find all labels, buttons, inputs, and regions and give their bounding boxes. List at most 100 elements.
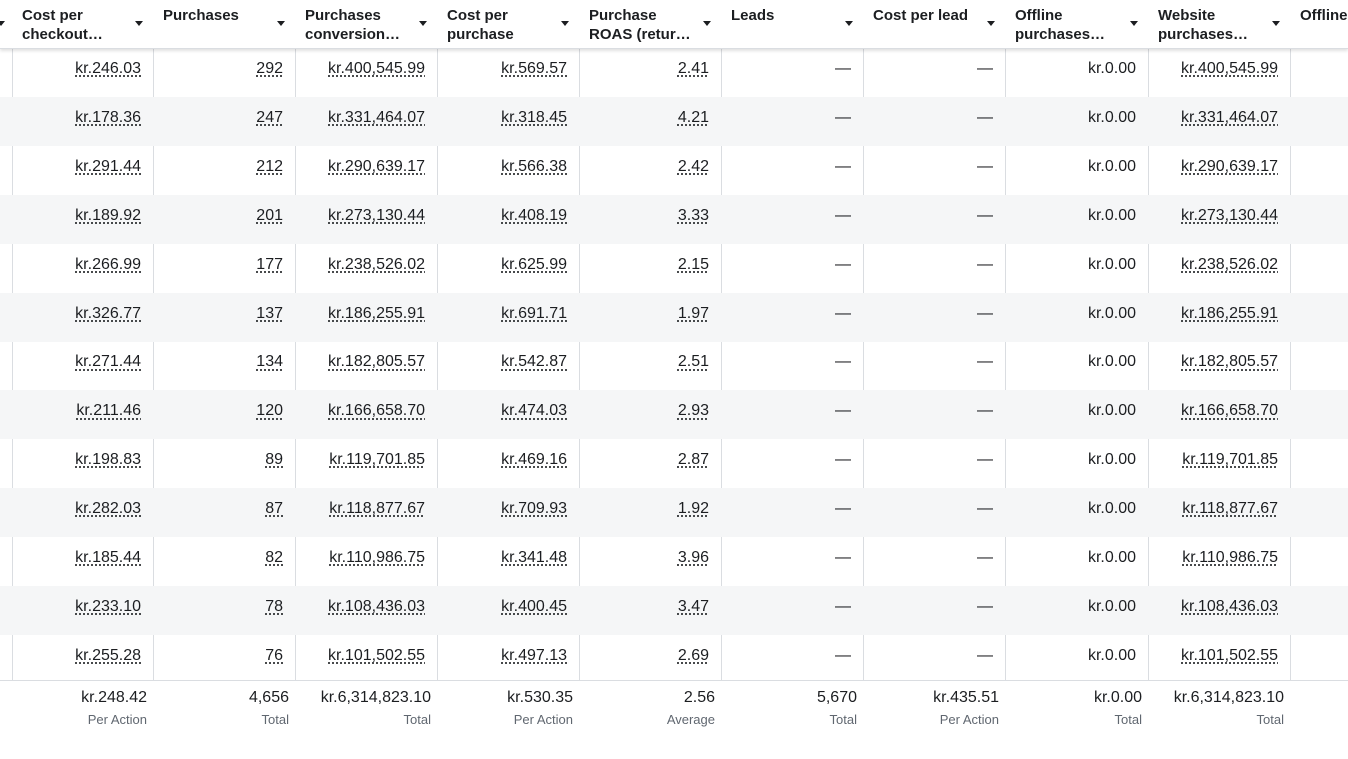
table-cell[interactable]: kr.290,639.17 <box>328 157 425 175</box>
sort-dropdown[interactable] <box>987 21 995 26</box>
table-cell[interactable]: kr.118,877.67 <box>1182 500 1278 518</box>
table-cell[interactable]: kr.182,805.57 <box>1181 353 1278 371</box>
table-cell[interactable]: kr.271.44 <box>75 353 141 371</box>
table-cell[interactable]: 1.97 <box>677 304 709 322</box>
table-cell[interactable]: 177 <box>256 255 283 273</box>
table-cell[interactable]: kr.474.03 <box>501 402 567 420</box>
table-cell[interactable]: kr.331,464.07 <box>328 108 425 126</box>
table-cell[interactable]: kr.233.10 <box>75 597 141 615</box>
table-cell[interactable]: kr.118,877.67 <box>329 500 425 518</box>
sort-dropdown[interactable] <box>1272 21 1280 26</box>
table-cell[interactable]: 3.96 <box>677 549 709 566</box>
table-cell[interactable]: kr.238,526.02 <box>1181 255 1278 273</box>
sort-dropdown[interactable] <box>135 21 143 26</box>
table-cell[interactable]: 2.93 <box>677 402 709 420</box>
table-cell[interactable]: kr.400.45 <box>501 597 567 615</box>
table-cell[interactable]: 3.47 <box>677 597 709 615</box>
sort-dropdown[interactable] <box>277 21 285 26</box>
table-cell[interactable]: kr.691.71 <box>501 304 567 322</box>
table-cell[interactable]: 2.15 <box>677 255 709 273</box>
table-cell[interactable]: kr.255.28 <box>75 646 141 664</box>
table-cell[interactable]: kr.625.99 <box>501 255 567 273</box>
table-cell[interactable]: kr.709.93 <box>501 500 567 518</box>
table-cell[interactable]: 2.87 <box>677 451 709 469</box>
table-cell[interactable]: kr.400,545.99 <box>328 60 425 77</box>
table-cell[interactable]: kr.182,805.57 <box>328 353 425 371</box>
table-cell[interactable]: 134 <box>256 353 283 371</box>
table-cell[interactable]: 3.33 <box>677 206 709 224</box>
column-header[interactable]: Purchases conversion… <box>305 7 401 43</box>
table-cell[interactable]: kr.497.13 <box>501 646 567 664</box>
table-cell[interactable]: kr.408.19 <box>501 206 567 224</box>
table-cell[interactable]: kr.211.46 <box>76 402 141 420</box>
table-cell[interactable]: 78 <box>265 597 283 615</box>
table-cell: kr.0.00 <box>1087 108 1136 126</box>
table-cell[interactable]: kr.542.87 <box>501 353 567 371</box>
table-cell[interactable]: kr.185.44 <box>75 549 141 566</box>
table-cell[interactable]: kr.119,701.85 <box>1182 451 1278 469</box>
table-cell[interactable]: kr.290,639.17 <box>1181 157 1278 175</box>
table-cell[interactable]: 212 <box>256 157 283 175</box>
table-cell[interactable]: kr.282.03 <box>75 500 141 518</box>
table-cell[interactable]: kr.101,502.55 <box>328 646 425 664</box>
table-cell[interactable]: kr.101,502.55 <box>1181 646 1278 664</box>
column-header[interactable]: Offline purchases… <box>1015 7 1106 43</box>
table-cell[interactable]: 201 <box>256 206 283 224</box>
table-cell[interactable]: kr.119,701.85 <box>329 451 425 469</box>
column-header[interactable]: Leads <box>731 7 775 24</box>
sort-dropdown[interactable] <box>845 21 853 26</box>
table-cell[interactable]: 87 <box>265 500 283 518</box>
table-cell[interactable]: kr.186,255.91 <box>1181 304 1278 322</box>
table-cell[interactable]: kr.266.99 <box>75 255 141 273</box>
table-cell[interactable]: kr.273,130.44 <box>1181 206 1278 224</box>
table-cell[interactable]: kr.291.44 <box>75 157 141 175</box>
column-header[interactable]: Offline purcha <box>1300 7 1348 24</box>
table-cell[interactable]: kr.166,658.70 <box>1181 402 1278 420</box>
table-cell[interactable]: kr.326.77 <box>75 304 141 322</box>
table-cell[interactable]: kr.569.57 <box>501 60 567 77</box>
sort-dropdown[interactable] <box>1130 21 1138 26</box>
table-cell[interactable]: kr.400,545.99 <box>1181 60 1278 77</box>
table-cell[interactable]: kr.566.38 <box>501 157 567 175</box>
column-header[interactable]: Cost per checkout… <box>22 7 103 43</box>
table-cell[interactable]: 4.21 <box>677 108 709 126</box>
table-cell[interactable]: kr.166,658.70 <box>328 402 425 420</box>
table-cell[interactable]: 120 <box>256 402 283 420</box>
table-cell[interactable]: kr.186,255.91 <box>328 304 425 322</box>
table-cell[interactable]: 76 <box>265 646 283 664</box>
table-cell[interactable]: 2.51 <box>677 353 709 371</box>
sort-dropdown[interactable] <box>703 21 711 26</box>
table-cell[interactable]: kr.273,130.44 <box>328 206 425 224</box>
sort-dropdown[interactable] <box>561 21 569 26</box>
table-cell[interactable]: 89 <box>265 451 283 469</box>
table-cell[interactable]: 292 <box>256 60 283 77</box>
table-cell[interactable]: kr.108,436.03 <box>1181 597 1278 615</box>
table-cell[interactable]: kr.198.83 <box>75 451 141 469</box>
table-cell: — <box>977 206 993 224</box>
table-cell[interactable]: kr.110,986.75 <box>1182 549 1278 566</box>
column-header[interactable]: Website purchases… <box>1158 7 1249 43</box>
column-header[interactable]: Cost per lead <box>873 7 969 24</box>
column-header[interactable]: Cost per purchase <box>447 7 514 43</box>
table-cell[interactable]: kr.189.92 <box>75 206 141 224</box>
column-header[interactable]: Purchase ROAS (retur… <box>589 7 691 43</box>
table-cell[interactable]: kr.110,986.75 <box>329 549 425 566</box>
table-cell[interactable]: 2.69 <box>677 646 709 664</box>
table-cell[interactable]: 82 <box>265 549 283 566</box>
table-cell[interactable]: kr.318.45 <box>501 108 567 126</box>
table-cell[interactable]: 1.92 <box>677 500 709 518</box>
table-cell[interactable]: kr.238,526.02 <box>328 255 425 273</box>
column-header[interactable]: Purchases <box>163 7 239 24</box>
table-cell[interactable]: 137 <box>256 304 283 322</box>
table-cell[interactable]: kr.108,436.03 <box>328 597 425 615</box>
table-cell[interactable]: kr.178.36 <box>75 108 141 126</box>
table-cell[interactable]: 247 <box>256 108 283 126</box>
table-cell[interactable]: kr.469.16 <box>501 451 567 469</box>
sort-dropdown[interactable] <box>0 21 5 26</box>
table-cell[interactable]: kr.331,464.07 <box>1181 108 1278 126</box>
table-cell[interactable]: 2.42 <box>677 157 709 175</box>
table-cell[interactable]: kr.341.48 <box>501 549 567 566</box>
table-cell[interactable]: 2.41 <box>677 60 709 77</box>
table-cell[interactable]: kr.246.03 <box>75 60 141 77</box>
sort-dropdown[interactable] <box>419 21 427 26</box>
